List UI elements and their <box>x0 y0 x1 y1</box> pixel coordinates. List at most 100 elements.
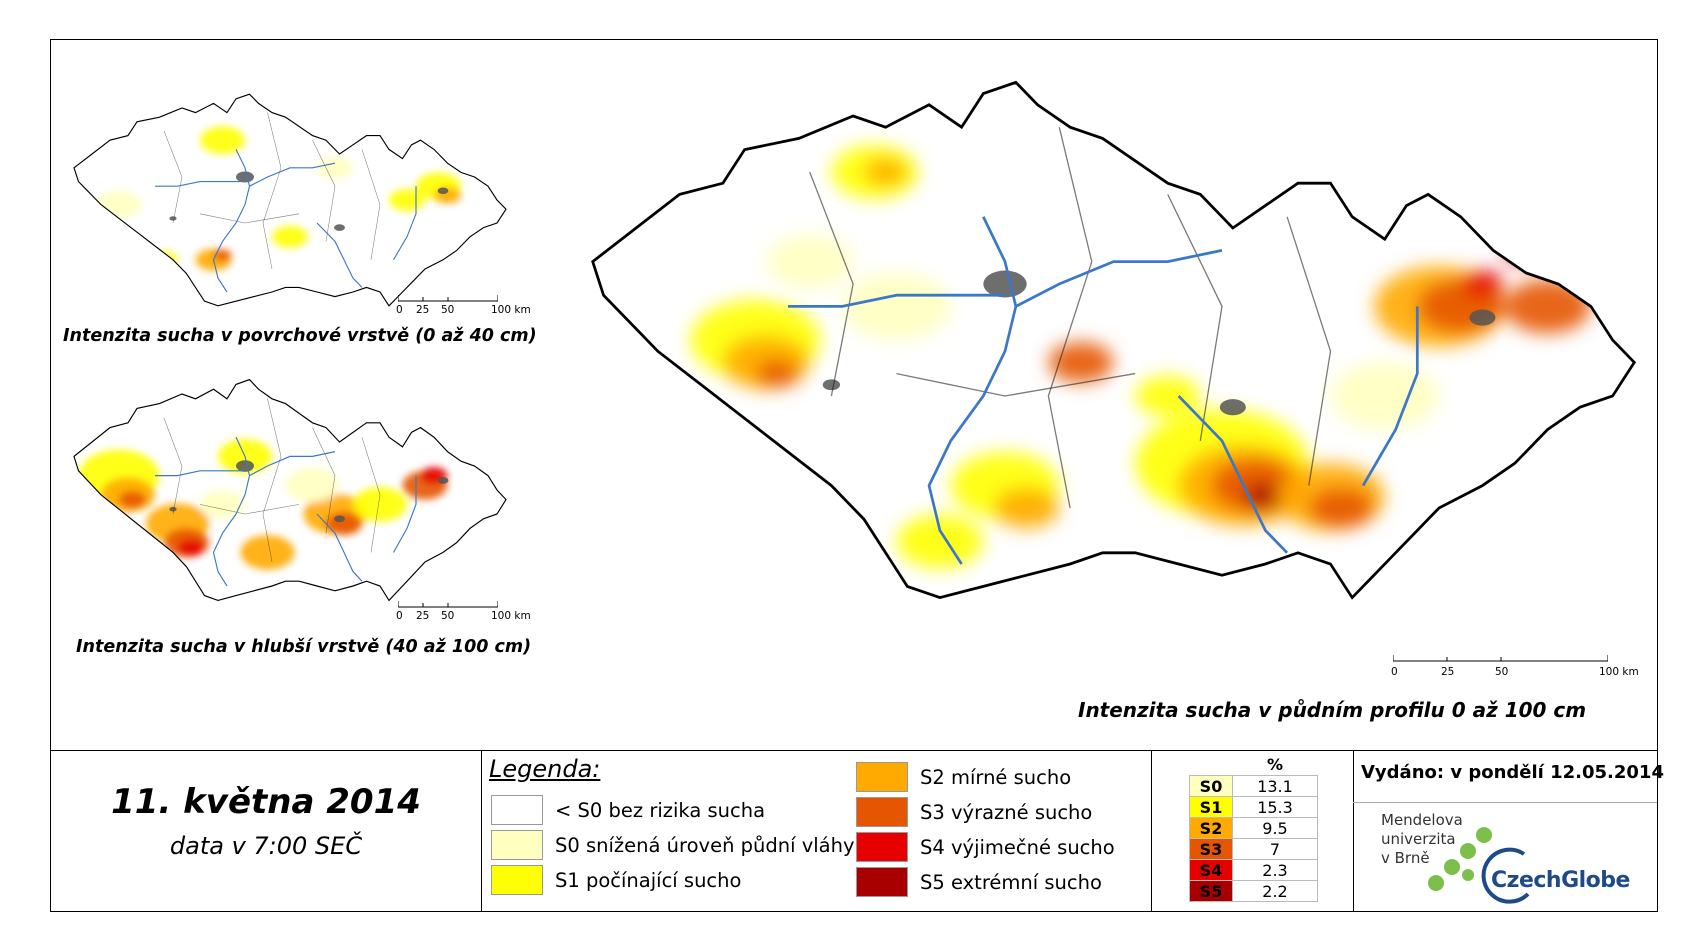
drought-percent: 7 <box>1232 838 1318 860</box>
city-area <box>437 476 449 484</box>
city-area <box>822 379 841 391</box>
map-caption-deep: Intenzita sucha v hlubší vrstvě (40 až 1… <box>76 637 532 657</box>
region-boundary <box>163 130 183 224</box>
legend-swatch <box>856 867 908 897</box>
table-row: S3 7 <box>1189 838 1318 860</box>
urban-areas <box>169 171 449 231</box>
scale-tick: 0 <box>396 610 403 622</box>
drought-patch <box>1504 279 1591 334</box>
drought-patch <box>240 535 295 570</box>
issued-date: Vydáno: v pondělí 12.05.2014 <box>1361 762 1664 783</box>
scale-tick: 0 <box>396 304 403 316</box>
drought-patch <box>137 550 173 574</box>
city-area <box>236 460 254 472</box>
czechglobe-arc-icon <box>1481 847 1530 904</box>
region-boundary <box>262 112 282 270</box>
scale-tick: 100 km <box>1599 666 1639 678</box>
panel-divider <box>1353 802 1657 803</box>
drought-patch <box>1460 270 1505 298</box>
scale-tick: 25 <box>1441 666 1455 678</box>
drought-patch <box>896 514 984 569</box>
city-area <box>169 506 177 512</box>
logo-text-line: v Brně <box>1381 849 1430 867</box>
legend-label: S0 snížená úroveň půdní vláhy <box>555 833 855 857</box>
mendel-dots-icon <box>1428 827 1492 891</box>
scale-tick: 50 <box>441 610 455 622</box>
drought-class: S4 <box>1189 859 1233 881</box>
urban-areas <box>169 460 449 523</box>
country-border <box>591 80 1637 600</box>
city-area <box>1469 309 1496 326</box>
legend-swatch <box>856 832 908 862</box>
drought-patch <box>200 490 245 519</box>
river <box>393 186 417 261</box>
drought-percent: 2.2 <box>1232 880 1318 902</box>
scale-bar-graphic <box>398 601 498 608</box>
table-row: S4 2.3 <box>1189 859 1318 881</box>
drought-patch <box>213 249 232 261</box>
scale-tick: 25 <box>416 610 430 622</box>
scale-tick: 100 km <box>491 610 531 622</box>
region-boundary <box>361 437 381 553</box>
date-subtitle: data v 7:00 SEČ <box>169 832 363 860</box>
scale-tick: 25 <box>416 304 430 316</box>
logo-text-line: Mendelova <box>1381 811 1463 829</box>
region-boundary <box>896 372 1136 397</box>
region-boundary <box>163 417 183 515</box>
mendel-university-logo: Mendelova univerzita v Brně <box>1381 811 1463 868</box>
drought-patch <box>326 512 362 536</box>
region-boundary <box>809 171 854 397</box>
region-boundary <box>262 398 282 563</box>
table-header-row: % <box>1190 753 1318 776</box>
drought-patch <box>1308 487 1374 529</box>
table-row: S5 2.2 <box>1189 880 1318 902</box>
drought-patch <box>994 487 1060 529</box>
scale-tick: 50 <box>441 304 455 316</box>
river <box>155 181 245 187</box>
river <box>155 470 245 477</box>
legend-item: S5 extrémní sucho <box>856 867 1102 897</box>
drought-patch <box>842 272 951 340</box>
drought-map-deep <box>73 378 507 602</box>
region-boundary <box>312 427 336 534</box>
legend-swatch <box>491 795 543 825</box>
region-boundary <box>361 149 381 260</box>
legend-label: < S0 bez rizika sucha <box>555 798 766 822</box>
legend-label: S5 extrémní sucho <box>920 870 1102 894</box>
drought-class: S1 <box>1189 796 1233 818</box>
drought-class: S3 <box>1189 838 1233 860</box>
drought-percent: 2.3 <box>1232 859 1318 881</box>
drought-map-profile <box>591 80 1637 600</box>
legend-item: S3 výrazné sucho <box>856 797 1092 827</box>
river <box>1015 249 1223 308</box>
river <box>1361 306 1419 487</box>
city-area <box>236 171 254 183</box>
legend-item: S0 snížená úroveň půdní vláhy <box>491 830 855 860</box>
river <box>212 149 251 293</box>
legend-swatch <box>491 830 543 860</box>
legend-label: S3 výrazné sucho <box>920 800 1093 824</box>
scale-bar-graphic <box>1393 655 1608 662</box>
river <box>249 162 336 187</box>
river <box>316 513 363 582</box>
region-boundary <box>1167 194 1223 441</box>
legend-label: S2 mírné sucho <box>920 765 1072 789</box>
drought-stats-table: % S0 13.1 S1 15.3 S2 9.5 S3 7 S4 2.3 S5 … <box>1189 753 1318 902</box>
legend-label: S1 počínající sucho <box>555 868 742 892</box>
legend-swatch <box>856 762 908 792</box>
percent-header: % <box>1266 754 1284 774</box>
legend-item: S2 mírné sucho <box>856 762 1071 792</box>
river <box>316 222 363 288</box>
panel-divider <box>481 750 482 911</box>
region-boundary <box>1286 216 1332 486</box>
legend-item: < S0 bez rizika sucha <box>491 795 765 825</box>
region-boundary <box>199 213 300 224</box>
drought-patch <box>317 156 353 179</box>
drought-map-surface <box>73 93 507 307</box>
region-boundary <box>1047 127 1093 509</box>
panel-divider <box>1151 750 1152 911</box>
city-area <box>983 270 1027 298</box>
drought-patch <box>389 188 425 212</box>
drought-percent: 13.1 <box>1232 775 1318 797</box>
drought-patch <box>1504 236 1548 264</box>
